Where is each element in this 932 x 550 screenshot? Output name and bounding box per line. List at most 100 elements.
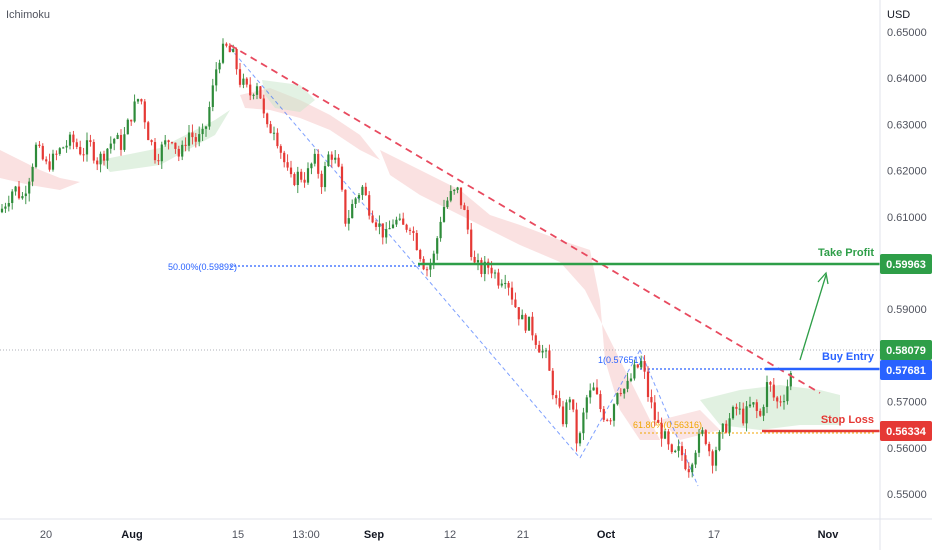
currency-label: USD	[887, 9, 910, 21]
candle-body	[582, 412, 585, 434]
candle-body	[650, 397, 653, 403]
candle-body	[558, 398, 561, 407]
candle-body	[354, 198, 357, 204]
candle-body	[160, 144, 163, 162]
candle-body	[575, 409, 578, 444]
candle-body	[17, 186, 21, 199]
candle-body	[497, 272, 500, 286]
candle-body	[153, 142, 157, 161]
candle-body	[742, 408, 745, 424]
candle-body	[364, 186, 367, 196]
candle-body	[51, 153, 55, 170]
candle-body	[215, 69, 218, 86]
candle-body	[272, 132, 276, 134]
candle-body	[408, 229, 412, 231]
buy-entry-price-tag: 0.57681	[880, 360, 932, 380]
candle-body	[323, 166, 327, 188]
candle-body	[79, 146, 82, 155]
candle-body	[476, 260, 480, 263]
candle-body	[262, 98, 265, 114]
candle-body	[514, 299, 517, 308]
candle-body	[779, 401, 782, 403]
candle-body	[674, 450, 677, 452]
candle-body	[201, 128, 204, 135]
buy-entry-label: Buy Entry	[822, 351, 875, 363]
candle-body	[442, 207, 446, 222]
svg-text:0.57681: 0.57681	[886, 365, 926, 377]
candle-body	[357, 195, 361, 199]
y-tick-label: 0.63000	[887, 119, 927, 131]
candle-body	[300, 171, 303, 180]
candle-body	[748, 404, 752, 407]
stop-loss-price-tag: 0.56334	[880, 421, 932, 441]
candle-body	[459, 187, 463, 206]
time-axis[interactable]: 20 Aug 15 13:00 Sep 12 21 Oct 17 Nov	[40, 529, 839, 541]
candle-body	[225, 43, 228, 46]
candle-body	[663, 431, 667, 439]
cloud-segment-red	[0, 150, 80, 190]
candle-body	[473, 256, 476, 263]
candle-body	[96, 160, 99, 165]
candle-body	[429, 262, 432, 270]
candle-body	[184, 144, 187, 146]
candle-body	[548, 350, 551, 371]
candle-body	[691, 464, 694, 473]
candle-body	[725, 423, 728, 433]
candle-body	[371, 215, 374, 223]
candle-body	[432, 253, 435, 263]
candle-body	[211, 85, 214, 107]
candle-body	[4, 206, 7, 209]
candle-body	[252, 94, 255, 96]
candle-body	[572, 399, 575, 410]
candle-body	[116, 134, 119, 139]
candle-body	[157, 160, 160, 162]
candle-body	[89, 140, 92, 142]
y-tick-label: 0.56000	[887, 443, 927, 455]
indicator-label: Ichimoku	[6, 9, 50, 21]
candle-body	[167, 140, 170, 143]
fib-50-label: 50.00%(0.59892)	[168, 262, 237, 272]
candle-body	[762, 406, 765, 416]
candle-body	[147, 122, 150, 141]
x-tick-label: 12	[444, 529, 456, 541]
price-axis[interactable]: 0.650000.640000.630000.620000.610000.600…	[887, 27, 927, 501]
fib-diagonal-3	[639, 349, 699, 487]
candle-body	[415, 233, 418, 251]
candle-body	[721, 423, 724, 432]
candle-body	[113, 138, 116, 144]
candle-body	[259, 86, 262, 99]
last-price-tag: 0.58079	[880, 340, 932, 360]
candle-body	[102, 153, 106, 161]
candle-body	[470, 229, 473, 257]
y-tick-label: 0.64000	[887, 73, 927, 85]
candle-body	[374, 222, 378, 227]
candle-body	[344, 189, 347, 224]
candle-body	[235, 49, 238, 70]
projection-arrow	[799, 271, 829, 361]
candle-body	[718, 431, 721, 451]
candle-body	[633, 364, 636, 379]
candle-body	[708, 443, 711, 452]
x-tick-label: 20	[40, 529, 52, 541]
candles	[0, 38, 792, 478]
candle-body	[789, 373, 792, 387]
candle-body	[378, 223, 381, 227]
candle-body	[317, 153, 320, 174]
candle-body	[306, 168, 310, 183]
candle-body	[735, 406, 738, 409]
candle-body	[755, 402, 758, 411]
candle-body	[28, 181, 31, 194]
candle-body	[24, 193, 27, 197]
candle-body	[242, 78, 245, 85]
candle-body	[772, 384, 775, 398]
candle-body	[136, 99, 140, 102]
stop-loss-label: Stop Loss	[821, 414, 874, 426]
candle-body	[31, 166, 34, 182]
candle-body	[109, 143, 112, 149]
candle-body	[72, 134, 75, 143]
candle-body	[133, 101, 136, 122]
candle-body	[187, 132, 191, 146]
candle-body	[667, 431, 670, 445]
